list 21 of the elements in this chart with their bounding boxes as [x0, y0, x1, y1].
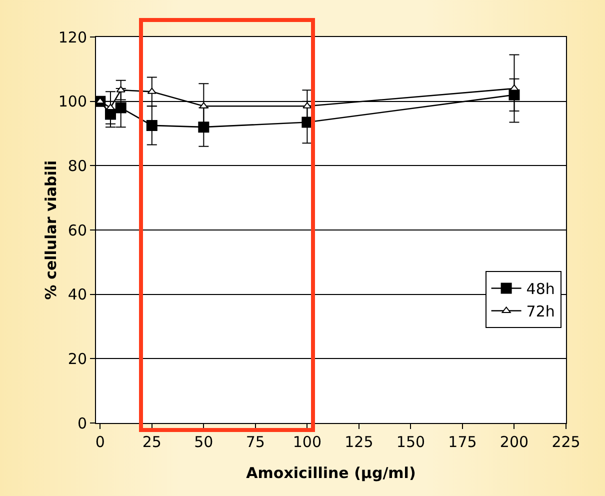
legend-label: 72h	[526, 302, 555, 321]
x-tick-label: 25	[142, 433, 162, 451]
x-tick-label: 125	[344, 433, 374, 451]
y-tick-label: 100	[58, 92, 87, 111]
x-axis-title: Amoxicilline (µg/ml)	[246, 464, 416, 482]
y-tick-label: 20	[68, 350, 87, 368]
legend-label: 48h	[526, 280, 555, 298]
x-tick-label: 225	[552, 433, 580, 451]
x-tick-label: 150	[396, 433, 426, 451]
x-tick-label: 200	[500, 433, 529, 451]
x-tick-label: 75	[246, 433, 265, 451]
x-tick-label: 0	[95, 433, 105, 451]
x-tick-label: 175	[448, 433, 477, 451]
y-tick-label: 0	[77, 414, 87, 432]
x-tick-label: 50	[194, 433, 214, 451]
x-tick-label: 100	[292, 433, 322, 451]
y-axis-title: % cellular viabili	[42, 160, 60, 300]
y-tick-label: 40	[68, 286, 87, 304]
y-tick-label: 80	[68, 156, 87, 175]
y-tick-label: 120	[58, 28, 87, 46]
y-tick-label: 60	[68, 221, 87, 240]
